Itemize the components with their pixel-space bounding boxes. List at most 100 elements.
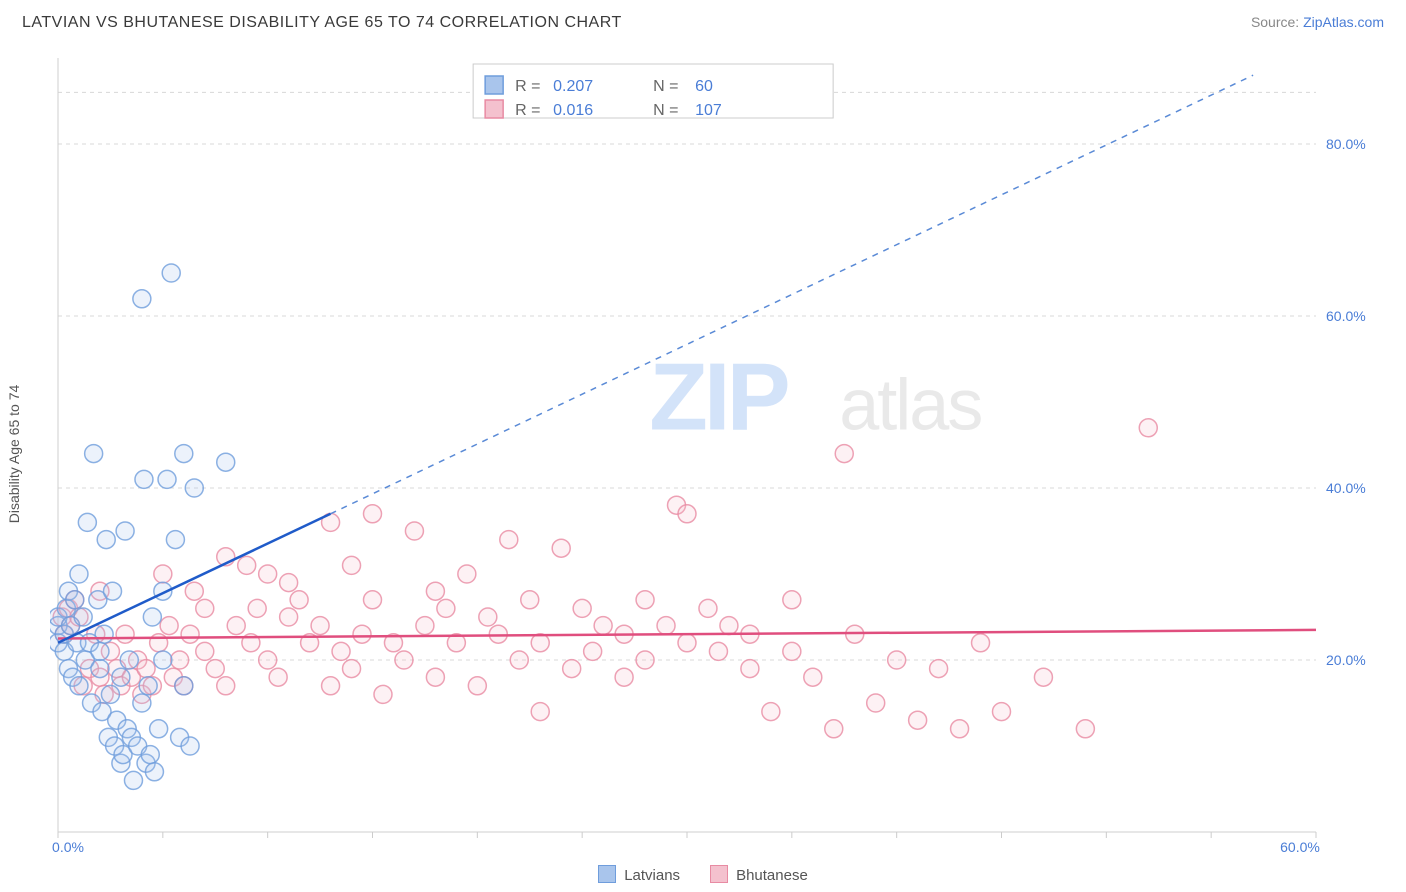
stats-n-label: N = [653, 78, 678, 95]
data-point [405, 522, 423, 540]
data-point [227, 617, 245, 635]
data-point [909, 711, 927, 729]
data-point [66, 591, 84, 609]
data-point [206, 660, 224, 678]
stats-n-value: 107 [695, 102, 722, 119]
chart-header: LATVIAN VS BHUTANESE DISABILITY AGE 65 T… [0, 0, 1406, 50]
data-point [196, 599, 214, 617]
data-point [343, 660, 361, 678]
data-point [171, 651, 189, 669]
data-point [311, 617, 329, 635]
data-point [531, 634, 549, 652]
scatter-chart: ZIPatlas0.0%60.0%20.0%40.0%60.0%80.0%R =… [50, 54, 1386, 854]
data-point [145, 763, 163, 781]
data-point [636, 651, 654, 669]
data-point [135, 470, 153, 488]
data-point [91, 642, 109, 660]
data-point [95, 625, 113, 643]
data-point [458, 565, 476, 583]
data-point [133, 290, 151, 308]
data-point [678, 634, 696, 652]
stats-swatch [485, 76, 503, 94]
data-point [116, 522, 134, 540]
data-point [322, 677, 340, 695]
data-point [332, 642, 350, 660]
data-point [951, 720, 969, 738]
data-point [888, 651, 906, 669]
data-point [479, 608, 497, 626]
data-point [120, 651, 138, 669]
chart-title: LATVIAN VS BHUTANESE DISABILITY AGE 65 T… [22, 14, 622, 32]
data-point [78, 513, 96, 531]
data-point [248, 599, 266, 617]
data-point [395, 651, 413, 669]
data-point [468, 677, 486, 695]
x-tick-label: 60.0% [1280, 839, 1320, 854]
data-point [657, 617, 675, 635]
data-point [762, 703, 780, 721]
data-point [175, 445, 193, 463]
data-point [573, 599, 591, 617]
data-point [166, 531, 184, 549]
data-point [112, 668, 130, 686]
data-point [353, 625, 371, 643]
data-point [160, 617, 178, 635]
source-link[interactable]: ZipAtlas.com [1303, 14, 1384, 30]
watermark: atlas [839, 366, 981, 446]
data-point [364, 505, 382, 523]
data-point [426, 668, 444, 686]
data-point [594, 617, 612, 635]
data-point [426, 582, 444, 600]
data-point [196, 642, 214, 660]
data-point [217, 677, 235, 695]
data-point [259, 651, 277, 669]
data-point [972, 634, 990, 652]
data-point [699, 599, 717, 617]
chart-source: Source: ZipAtlas.com [1251, 14, 1384, 30]
data-point [133, 694, 151, 712]
data-point [70, 677, 88, 695]
data-point [521, 591, 539, 609]
data-point [783, 591, 801, 609]
data-point [510, 651, 528, 669]
data-point [552, 539, 570, 557]
data-point [150, 720, 168, 738]
watermark: ZIP [649, 344, 787, 451]
data-point [217, 453, 235, 471]
stats-swatch [485, 100, 503, 118]
data-point [416, 617, 434, 635]
data-point [97, 531, 115, 549]
data-point [584, 642, 602, 660]
data-point [825, 720, 843, 738]
data-point [158, 470, 176, 488]
data-point [143, 608, 161, 626]
data-point [374, 685, 392, 703]
y-tick-label: 60.0% [1326, 308, 1366, 324]
legend-item: Bhutanese [710, 865, 808, 884]
legend-item: Latvians [598, 865, 680, 884]
legend-label: Bhutanese [736, 867, 808, 884]
data-point [269, 668, 287, 686]
data-point [804, 668, 822, 686]
data-point [437, 599, 455, 617]
data-point [678, 505, 696, 523]
data-point [280, 574, 298, 592]
data-point [116, 625, 134, 643]
data-point [162, 264, 180, 282]
data-point [137, 660, 155, 678]
data-point [85, 445, 103, 463]
stats-n-value: 60 [695, 78, 713, 95]
data-point [139, 677, 157, 695]
data-point [563, 660, 581, 678]
data-point [154, 565, 172, 583]
data-point [141, 746, 159, 764]
stats-r-value: 0.016 [553, 102, 593, 119]
data-point [709, 642, 727, 660]
data-point [636, 591, 654, 609]
data-point [185, 582, 203, 600]
data-point [181, 737, 199, 755]
data-point [259, 565, 277, 583]
data-point [101, 685, 119, 703]
data-point [1076, 720, 1094, 738]
x-tick-label: 0.0% [52, 839, 84, 854]
